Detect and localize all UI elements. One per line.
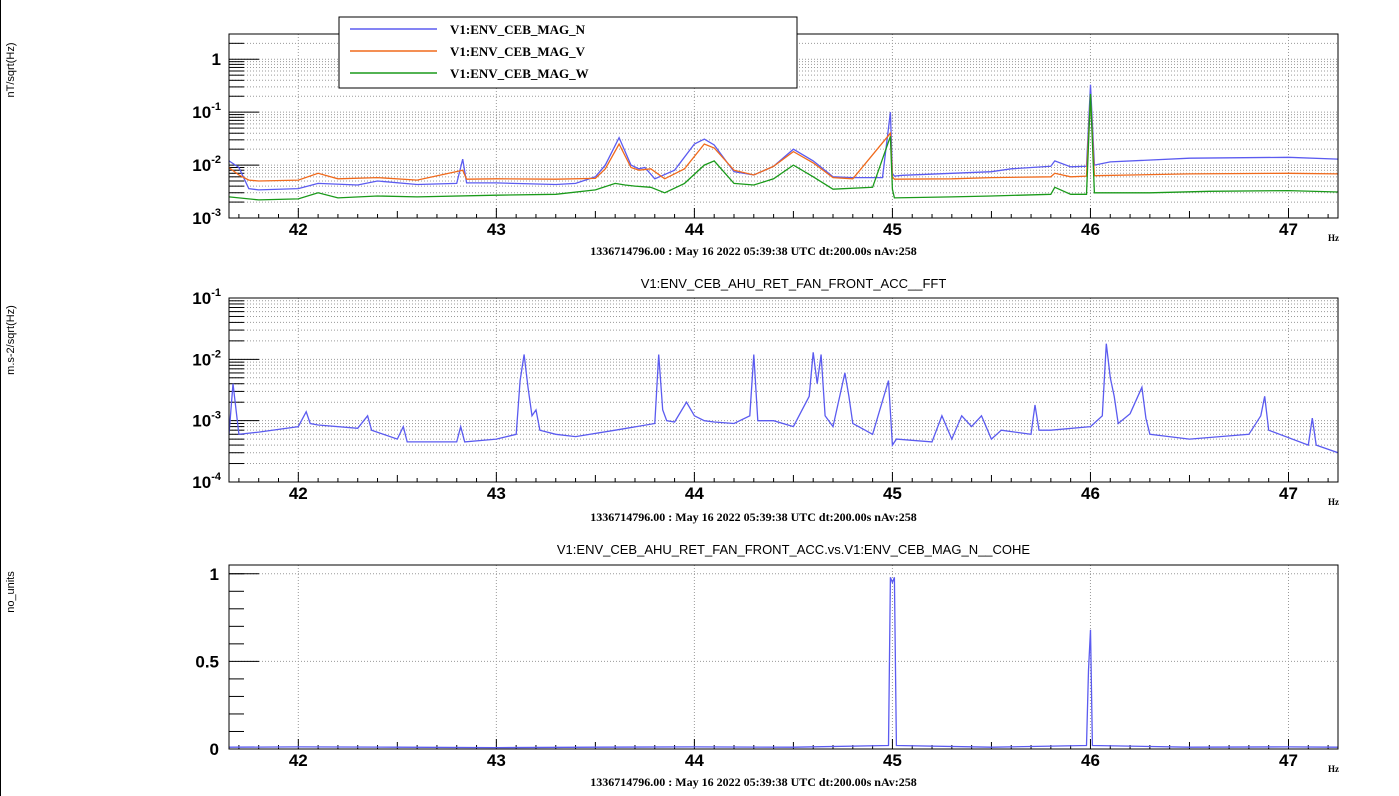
y-tick-label: 10-1 <box>192 101 221 122</box>
x-tick-label: 42 <box>289 484 308 503</box>
x-tick-label: 47 <box>1279 220 1298 239</box>
legend-entry: V1:ENV_CEB_MAG_V <box>450 44 586 59</box>
legend: V1:ENV_CEB_MAG_N V1:ENV_CEB_MAG_V V1:ENV_C… <box>338 16 798 89</box>
y-axis-label: m.s-2/sqrt(Hz) <box>5 305 17 375</box>
x-tick-label: 42 <box>289 751 308 770</box>
x-unit-label: Hz <box>1328 764 1339 774</box>
y-axis-label: nT/sqrt(Hz) <box>5 43 17 98</box>
panel-coherence: 42 43 44 45 46 47 Hz 0 0.5 1 no_units V1:ENV_CEB_AH… <box>5 542 1339 789</box>
x-tick-label: 46 <box>1081 751 1100 770</box>
x-tick-label: 46 <box>1081 220 1100 239</box>
plot-frame <box>228 564 1339 750</box>
panel-accelerometer: 42 43 44 45 46 47 Hz 10-4 10-3 10-2 10-1 m.s-2/sqrt… <box>5 276 1339 524</box>
x-unit-label: Hz <box>1328 233 1339 243</box>
y-tick-label: 10-2 <box>192 154 221 175</box>
y-tick-label: 0.5 <box>195 652 219 671</box>
plot-frame <box>228 297 1339 483</box>
series-line-v1-env-ceb-mag-n <box>229 84 1338 191</box>
y-tick-label: 1 <box>210 565 219 584</box>
x-tick-label: 43 <box>487 220 506 239</box>
x-tick-label: 45 <box>883 484 902 503</box>
x-tick-label: 42 <box>289 220 308 239</box>
panel-magnetometers: 42 43 44 45 46 47 Hz 10-3 10-2 10-1 1 nT/sqrt(Hz) 13… <box>5 16 1339 258</box>
panel-footer: 1336714796.00 : May 16 2022 05:39:38 UTC… <box>590 510 916 524</box>
legend-entry: V1:ENV_CEB_MAG_N <box>450 22 586 37</box>
x-tick-label: 44 <box>685 484 704 503</box>
series-line-v1-env-ceb-mag-v <box>229 96 1338 182</box>
series-line-v1-env-ceb-mag-w <box>229 93 1338 201</box>
panel-title: V1:ENV_CEB_AHU_RET_FAN_FRONT_ACC.vs.V1:E… <box>557 542 1031 557</box>
y-tick-label: 10-1 <box>192 287 221 308</box>
x-tick-label: 43 <box>487 484 506 503</box>
x-tick-label: 46 <box>1081 484 1100 503</box>
series-line-coherence <box>229 577 1338 749</box>
panel-footer: 1336714796.00 : May 16 2022 05:39:38 UTC… <box>590 244 916 258</box>
x-tick-label: 47 <box>1279 484 1298 503</box>
x-tick-label: 44 <box>685 220 704 239</box>
y-tick-label: 1 <box>212 50 221 69</box>
x-tick-label: 43 <box>487 751 506 770</box>
y-tick-label: 10-2 <box>192 348 221 369</box>
y-tick-label: 10-3 <box>192 410 221 431</box>
y-tick-label: 0 <box>210 740 219 759</box>
x-tick-label: 44 <box>685 751 704 770</box>
y-tick-label: 10-4 <box>192 471 222 492</box>
x-tick-label: 45 <box>883 751 902 770</box>
x-tick-label: 45 <box>883 220 902 239</box>
panel-title: V1:ENV_CEB_AHU_RET_FAN_FRONT_ACC__FFT <box>641 276 947 291</box>
x-unit-label: Hz <box>1328 497 1339 507</box>
x-tick-label: 47 <box>1279 751 1298 770</box>
y-axis-label: no_units <box>5 571 17 613</box>
legend-entry: V1:ENV_CEB_MAG_W <box>450 66 589 81</box>
series-line-accelerometer <box>229 343 1338 454</box>
y-tick-label: 10-3 <box>192 207 221 228</box>
panel-footer: 1336714796.00 : May 16 2022 05:39:38 UTC… <box>590 775 916 789</box>
